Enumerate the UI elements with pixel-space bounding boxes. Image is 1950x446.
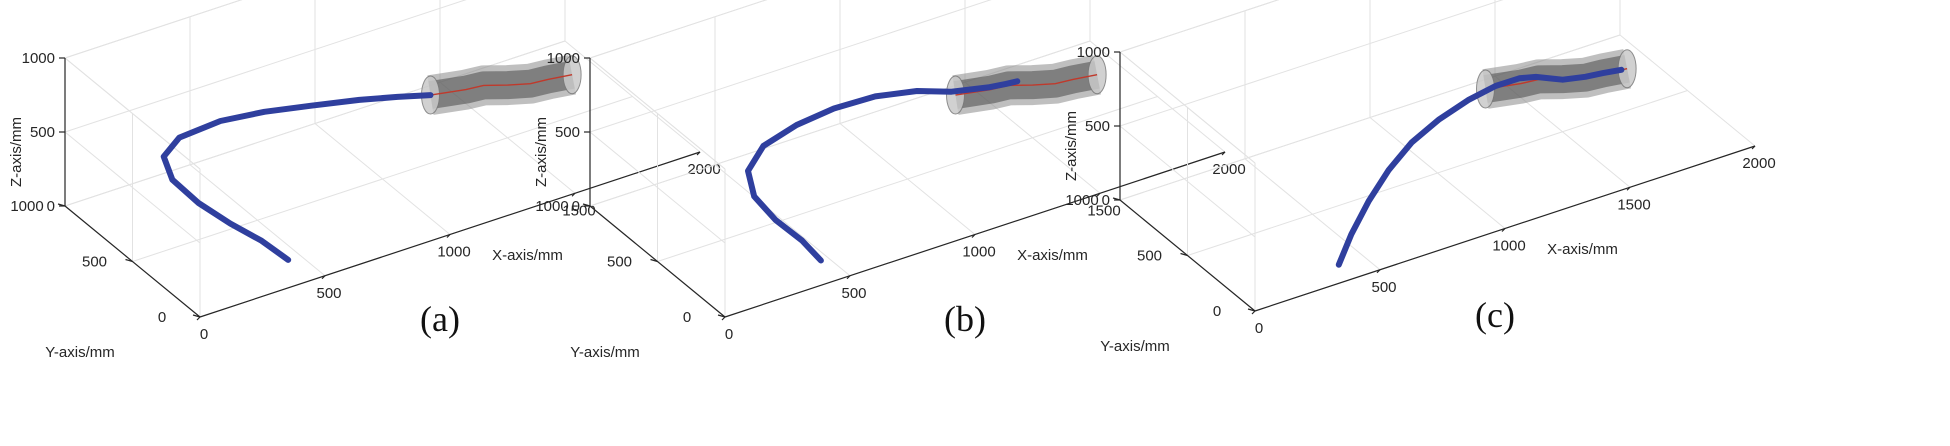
- y-tick-label: 500: [82, 254, 107, 271]
- y-axis-label: Y-axis/mm: [1100, 338, 1169, 355]
- z-tick-label: 500: [555, 124, 580, 141]
- x-tick: [1376, 269, 1381, 274]
- box-top-edge: [1119, 0, 1280, 53]
- box-top-edge: [1119, 51, 1256, 164]
- y-tick: [125, 258, 133, 263]
- y-tick: [1247, 308, 1256, 312]
- x-tick-label: 2000: [687, 161, 720, 178]
- x-tick-label: 0: [1255, 320, 1263, 337]
- box-top-edge: [589, 0, 768, 59]
- pipe-centerline: [430, 74, 573, 96]
- continuum-robot-curve: [1335, 66, 1625, 268]
- x-tick-label: 2000: [1212, 161, 1245, 178]
- x-tick-label: 1500: [1617, 196, 1650, 213]
- pipe-outlet: [562, 55, 582, 95]
- y-tick: [717, 314, 726, 318]
- box-top-edge: [64, 57, 201, 170]
- x-tick-label: 1000: [437, 244, 470, 261]
- pipe-outlet: [1087, 55, 1107, 95]
- box-top-edge: [589, 57, 726, 170]
- z-tick-label: 500: [1085, 118, 1110, 135]
- z-tick-label: 1000: [547, 50, 580, 67]
- y-tick: [192, 314, 201, 318]
- x-axis-label: X-axis/mm: [1017, 247, 1088, 264]
- y-tick: [1180, 252, 1188, 257]
- x-tick-label: 1000: [1492, 238, 1525, 255]
- x-tick: [696, 151, 701, 156]
- x-tick: [1221, 151, 1226, 156]
- x-tick-label: 500: [316, 285, 341, 302]
- continuum-robot-curve: [160, 92, 434, 263]
- gridline-backwall-z: [64, 0, 467, 133]
- x-tick: [721, 316, 726, 321]
- x-tick: [1501, 228, 1506, 232]
- z-axis-label: Z-axis/mm: [8, 117, 25, 187]
- x-tick-label: 1500: [1087, 202, 1120, 219]
- z-tick-label: 500: [30, 124, 55, 141]
- y-tick-label: 0: [683, 309, 691, 326]
- y-axis-label: Y-axis/mm: [45, 344, 114, 361]
- y-tick-label: 1000: [10, 198, 43, 215]
- z-tick-label: 1000: [1077, 44, 1110, 61]
- z-tick-label: 0: [572, 198, 580, 215]
- y-tick: [650, 258, 658, 263]
- gridline-floor-y: [132, 96, 633, 262]
- x-tick-label: 500: [1371, 279, 1396, 296]
- z-tick-label: 1000: [22, 50, 55, 67]
- box-top-edge: [64, 0, 243, 59]
- gridline-sidewall-z: [64, 131, 201, 244]
- panel-label: (b): [944, 299, 986, 339]
- gridline-sidewall-z: [1119, 125, 1256, 238]
- gridline-backwall-z: [589, 0, 992, 133]
- x-tick: [321, 275, 326, 280]
- x-tick: [196, 316, 201, 321]
- y-tick-label: 1000: [1065, 192, 1098, 209]
- x-tick: [571, 192, 576, 197]
- gridline-floor-y: [657, 96, 1158, 262]
- z-axis-label: Z-axis/mm: [533, 117, 550, 187]
- y-axis-line: [1119, 199, 1256, 312]
- panel-label: (a): [420, 299, 460, 339]
- z-tick-label: 0: [1102, 192, 1110, 209]
- x-axis-label: X-axis/mm: [492, 247, 563, 264]
- x-tick-label: 1000: [962, 244, 995, 261]
- x-tick-label: 500: [841, 285, 866, 302]
- x-tick: [846, 275, 851, 280]
- x-tick: [1626, 186, 1631, 191]
- y-axis-label: Y-axis/mm: [570, 344, 639, 361]
- x-tick-label: 0: [725, 326, 733, 343]
- z-axis-label: Z-axis/mm: [1063, 111, 1080, 181]
- gridline-backwall-z: [1119, 0, 1504, 127]
- y-tick-label: 500: [607, 254, 632, 271]
- panel-label: (c): [1475, 295, 1515, 335]
- z-tick-label: 0: [47, 198, 55, 215]
- gridline-floor-y: [1187, 90, 1688, 256]
- gridline-sidewall-z: [589, 131, 726, 244]
- continuum-robot-curve: [745, 78, 1021, 264]
- x-tick: [1096, 192, 1101, 197]
- y-tick-label: 0: [1213, 303, 1221, 320]
- x-tick: [971, 234, 976, 238]
- x-axis-label: X-axis/mm: [1547, 241, 1618, 258]
- x-tick: [1751, 145, 1756, 150]
- x-tick-label: 2000: [1742, 155, 1775, 172]
- y-tick-label: 0: [158, 309, 166, 326]
- x-tick-label: 0: [200, 326, 208, 343]
- x-tick: [1251, 310, 1256, 315]
- y-tick-label: 500: [1137, 248, 1162, 265]
- x-tick: [446, 234, 451, 238]
- y-tick-label: 1000: [535, 198, 568, 215]
